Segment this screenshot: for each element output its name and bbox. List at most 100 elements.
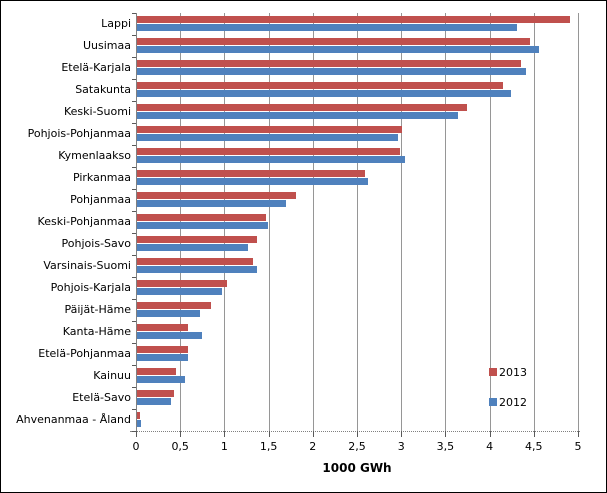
category-label: Etelä-Savo (72, 391, 131, 404)
bar-2012 (137, 133, 398, 142)
y-tick-mark (132, 387, 136, 388)
x-tick-mark (136, 431, 137, 437)
gridline (401, 13, 403, 431)
gridline (268, 13, 270, 431)
gridline (533, 13, 535, 431)
bar-2013 (137, 411, 140, 419)
category-label: Pohjois-Pohjanmaa (27, 127, 131, 140)
legend-label-2013: 2013 (499, 365, 527, 379)
y-tick-mark (132, 13, 136, 14)
x-tick-label: 2 (309, 440, 317, 453)
bar-2013 (137, 125, 403, 133)
bar-2012 (137, 331, 203, 340)
bar-2012 (137, 155, 405, 164)
y-tick-mark (132, 189, 136, 190)
x-tick-mark (489, 431, 491, 437)
bar-2013 (137, 257, 253, 265)
category-label: Pohjanmaa (70, 193, 131, 206)
category-label: Keski-Suomi (63, 105, 131, 118)
bar-2012 (137, 45, 540, 54)
y-tick-mark (132, 145, 136, 146)
x-tick-mark (401, 431, 403, 437)
bar-2013 (137, 191, 297, 199)
category-label: Keski-Pohjanmaa (37, 215, 131, 228)
y-tick-mark (132, 35, 136, 36)
bar-2012 (137, 111, 458, 120)
y-tick-mark (132, 277, 136, 278)
bar-2013 (137, 37, 531, 45)
category-label: Pohjois-Savo (61, 237, 131, 250)
y-tick-mark (132, 255, 136, 256)
category-label: Varsinais-Suomi (43, 259, 131, 272)
bar-2013 (137, 15, 571, 23)
legend-item-2013: 2013 (489, 365, 527, 379)
x-tick-mark (268, 431, 270, 437)
bar-2012 (137, 199, 286, 208)
bar-2012 (137, 221, 268, 230)
x-tick-label: 3,5 (436, 440, 455, 453)
bar-2013 (137, 213, 267, 221)
category-label: Kainuu (93, 369, 131, 382)
bar-2012 (137, 397, 171, 406)
y-tick-mark (132, 299, 136, 300)
category-label: Pohjois-Karjala (50, 281, 131, 294)
x-tick-label: 2,5 (348, 440, 366, 453)
bar-2013 (137, 279, 228, 287)
bar-2013 (137, 103, 467, 111)
x-tick-mark (180, 431, 182, 437)
legend-label-2012: 2012 (499, 395, 527, 409)
y-tick-mark (132, 321, 136, 322)
category-label: Ahvenanmaa - Åland (16, 413, 131, 426)
bar-2013 (137, 81, 503, 89)
x-axis-line (130, 431, 580, 432)
bar-2012 (137, 177, 368, 186)
x-tick-label: 3 (397, 440, 405, 453)
y-tick-mark (132, 343, 136, 344)
x-tick-mark (445, 431, 447, 437)
y-tick-mark (132, 233, 136, 234)
x-tick-label: 5 (574, 440, 582, 453)
bar-2012 (137, 375, 185, 384)
bar-2013 (137, 389, 175, 397)
category-label: Satakunta (75, 83, 131, 96)
category-label: Pirkanmaa (72, 171, 131, 184)
category-label: Lappi (101, 17, 131, 30)
category-label: Etelä-Karjala (61, 61, 131, 74)
bar-2013 (137, 147, 400, 155)
gridline (445, 13, 447, 431)
y-tick-mark (132, 79, 136, 80)
bar-2012 (137, 309, 200, 318)
category-label: Päijät-Häme (64, 303, 131, 316)
bar-2013 (137, 59, 521, 67)
bar-2012 (137, 23, 518, 32)
y-tick-mark (132, 167, 136, 168)
gridline (578, 13, 579, 431)
bar-2013 (137, 235, 258, 243)
bar-2013 (137, 301, 212, 309)
y-axis-line (136, 13, 137, 431)
bar-2013 (137, 323, 189, 331)
bar-2013 (137, 367, 176, 375)
gridline (312, 13, 314, 431)
y-tick-mark (132, 211, 136, 212)
y-tick-mark (132, 101, 136, 102)
y-tick-mark (132, 123, 136, 124)
bar-2012 (137, 67, 526, 76)
x-axis-title: 1000 GWh (322, 461, 392, 475)
x-tick-mark (357, 431, 358, 437)
x-tick-mark (533, 431, 535, 437)
category-label: Uusimaa (82, 39, 131, 52)
x-tick-label: 4 (486, 440, 494, 453)
x-tick-label: 0,5 (171, 440, 189, 453)
y-tick-mark (132, 57, 136, 58)
category-label: Kanta-Häme (62, 325, 131, 338)
bar-2012 (137, 287, 222, 296)
bar-2013 (137, 345, 189, 353)
x-tick-label: 1 (220, 440, 228, 453)
gridline (357, 13, 358, 431)
bar-2012 (137, 419, 141, 428)
x-tick-label: 4,5 (525, 440, 543, 453)
x-tick-mark (224, 431, 226, 437)
